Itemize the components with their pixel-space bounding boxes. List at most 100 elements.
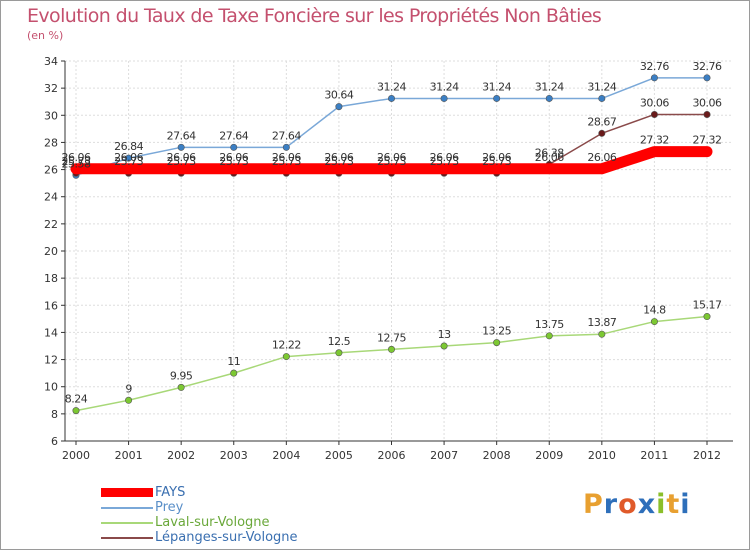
- data-point-laval-sur-vologne: [125, 396, 133, 404]
- data-point-prey: [230, 143, 238, 151]
- data-point-prey: [125, 154, 133, 162]
- data-label-fays: 26.06: [430, 151, 459, 164]
- data-label-prey: 32.76: [693, 60, 722, 73]
- y-tick-label: 6: [51, 435, 58, 448]
- data-label-prey: 27.64: [272, 129, 301, 142]
- data-point-prey: [387, 94, 395, 102]
- proxiti-logo: Proxiti: [583, 489, 691, 520]
- data-point-prey: [650, 74, 658, 82]
- x-tick-label: 2012: [693, 449, 721, 462]
- data-label-laval-sur-vologne: 15.17: [693, 299, 722, 312]
- data-label-fays: 27.32: [693, 134, 722, 147]
- data-point-laval-sur-vologne: [282, 353, 290, 361]
- data-point-l-panges-sur-vologne: [598, 129, 606, 137]
- series-line-fays: [70, 146, 713, 175]
- x-tick-label: 2000: [62, 449, 90, 462]
- data-label-laval-sur-vologne: 14.8: [643, 304, 666, 317]
- data-point-prey: [335, 103, 343, 111]
- data-label-prey: 32.76: [640, 60, 669, 73]
- data-point-laval-sur-vologne: [650, 318, 658, 326]
- logo-letter: o: [618, 489, 638, 520]
- data-label-laval-sur-vologne: 9.95: [170, 369, 193, 382]
- x-tick-label: 2008: [483, 449, 511, 462]
- data-label-laval-sur-vologne: 13.75: [535, 318, 564, 331]
- data-label-prey: 31.24: [482, 80, 511, 93]
- data-point-prey: [545, 94, 553, 102]
- data-label-prey: 30.64: [324, 89, 353, 102]
- data-point-laval-sur-vologne: [493, 339, 501, 347]
- x-tick-label: 2003: [220, 449, 248, 462]
- data-label-fays: 26.06: [324, 151, 353, 164]
- legend-swatch: [101, 536, 153, 539]
- data-label-laval-sur-vologne: 13.25: [482, 325, 511, 338]
- legend-swatch: [101, 488, 153, 497]
- data-label-laval-sur-vologne: 13.87: [587, 316, 616, 329]
- data-label-l-panges-sur-vologne: 25.73: [482, 155, 511, 168]
- y-tick-label: 8: [51, 408, 58, 421]
- y-unit-label: (en %): [27, 29, 64, 42]
- data-label-fays: 26.06: [377, 151, 406, 164]
- legend-swatch: [101, 506, 153, 509]
- data-point-prey: [493, 94, 501, 102]
- data-label-fays: 27.32: [640, 134, 669, 147]
- data-label-l-panges-sur-vologne: 25.73: [62, 155, 91, 168]
- data-point-l-panges-sur-vologne: [650, 110, 658, 118]
- data-label-prey: 27.64: [219, 129, 248, 142]
- data-label-prey: 25.58: [62, 157, 91, 170]
- data-label-l-panges-sur-vologne: 25.73: [219, 155, 248, 168]
- logo-letter: i: [656, 489, 667, 520]
- data-label-prey: 31.24: [430, 80, 459, 93]
- x-tick-label: 2006: [378, 449, 406, 462]
- legend-item-fays: FAYS: [101, 485, 298, 500]
- data-label-laval-sur-vologne: 11: [227, 355, 240, 368]
- logo-letter: x: [637, 489, 657, 520]
- data-point-laval-sur-vologne: [177, 383, 185, 391]
- data-label-fays: 26.06: [587, 151, 616, 164]
- y-tick-label: 32: [44, 82, 58, 95]
- data-label-prey: 26.84: [114, 140, 143, 153]
- data-label-prey: 27.64: [167, 129, 196, 142]
- y-tick-label: 30: [44, 109, 58, 122]
- y-tick-label: 10: [44, 381, 58, 394]
- data-label-l-panges-sur-vologne: 30.06: [640, 96, 669, 109]
- data-label-fays: 26.06: [272, 151, 301, 164]
- x-tick-label: 2004: [272, 449, 300, 462]
- legend-item-l-panges-sur-vologne: Lépanges-sur-Vologne: [101, 530, 298, 545]
- data-point-laval-sur-vologne: [545, 332, 553, 340]
- legend-label: Lépanges-sur-Vologne: [155, 530, 298, 545]
- legend-item-prey: Prey: [101, 500, 298, 515]
- data-point-prey: [282, 143, 290, 151]
- logo-letter: i: [680, 489, 691, 520]
- x-tick-label: 2011: [640, 449, 668, 462]
- data-label-fays: 26.06: [114, 151, 143, 164]
- data-label-prey: 31.24: [587, 80, 616, 93]
- y-tick-label: 14: [44, 326, 58, 339]
- data-point-prey: [598, 94, 606, 102]
- data-point-laval-sur-vologne: [230, 369, 238, 377]
- data-label-l-panges-sur-vologne: 25.73: [324, 155, 353, 168]
- legend-label: Laval-sur-Vologne: [155, 515, 270, 530]
- y-tick-label: 20: [44, 245, 58, 258]
- data-label-l-panges-sur-vologne: 25.73: [167, 155, 196, 168]
- data-point-laval-sur-vologne: [703, 313, 711, 321]
- y-tick-label: 26: [44, 164, 58, 177]
- data-label-fays: 26.06: [167, 151, 196, 164]
- x-tick-label: 2007: [430, 449, 458, 462]
- data-point-l-panges-sur-vologne: [703, 110, 711, 118]
- y-tick-label: 28: [44, 136, 58, 149]
- x-tick-label: 2002: [167, 449, 195, 462]
- logo-letter: r: [603, 489, 619, 520]
- chart-legend: FAYS Prey Laval-sur-Vologne Lépanges-sur-Vo…: [101, 485, 298, 545]
- x-tick-label: 2005: [325, 449, 353, 462]
- data-label-fays: 26.06: [219, 151, 248, 164]
- y-tick-label: 16: [44, 299, 58, 312]
- data-label-l-panges-sur-vologne: 25.73: [272, 155, 301, 168]
- data-label-l-panges-sur-vologne: 25.73: [114, 155, 143, 168]
- data-label-l-panges-sur-vologne: 25.73: [377, 155, 406, 168]
- y-tick-label: 34: [44, 55, 58, 68]
- x-tick-label: 2010: [588, 449, 616, 462]
- y-tick-label: 12: [44, 354, 58, 367]
- data-label-laval-sur-vologne: 9: [125, 382, 132, 395]
